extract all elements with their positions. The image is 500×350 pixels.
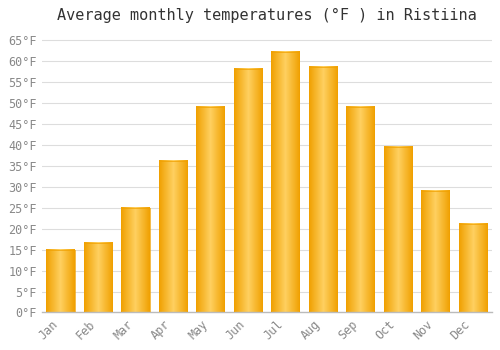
- Bar: [459, 224, 487, 313]
- Bar: [46, 250, 74, 313]
- Bar: [346, 107, 374, 313]
- Bar: [122, 208, 150, 313]
- Bar: [309, 67, 337, 313]
- Bar: [196, 107, 224, 313]
- Bar: [234, 69, 262, 313]
- Bar: [384, 147, 412, 313]
- Bar: [272, 52, 299, 313]
- Bar: [422, 191, 450, 313]
- Title: Average monthly temperatures (°F ) in Ristiina: Average monthly temperatures (°F ) in Ri…: [57, 8, 476, 23]
- Bar: [84, 243, 112, 313]
- Bar: [159, 161, 187, 313]
